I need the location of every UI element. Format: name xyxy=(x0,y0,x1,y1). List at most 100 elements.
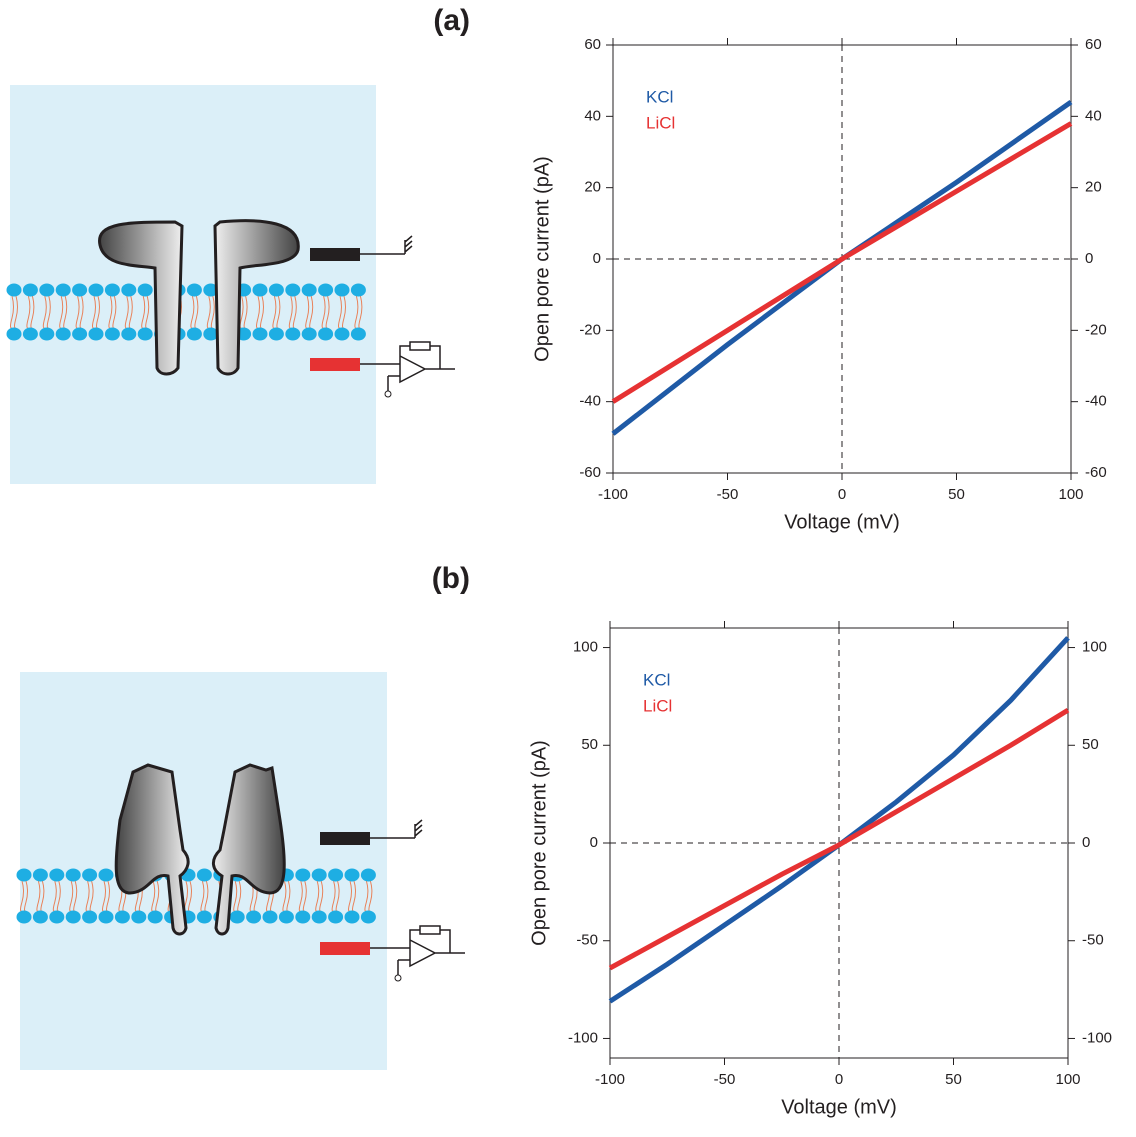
amplifier xyxy=(360,341,455,392)
lipid-head xyxy=(246,910,262,924)
lipid-head xyxy=(252,327,268,341)
y2-tick-label: 60 xyxy=(1085,36,1102,53)
lipid-head xyxy=(196,868,212,882)
lipid-head xyxy=(186,283,202,297)
legend-label: LiCl xyxy=(643,696,672,715)
lipid-tail xyxy=(59,295,68,329)
lipid-head xyxy=(32,868,48,882)
legend-label: LiCl xyxy=(646,113,675,132)
y-tick-label: -20 xyxy=(579,321,601,338)
lipid-head xyxy=(104,283,120,297)
series-line xyxy=(608,707,1070,971)
protein xyxy=(213,219,300,376)
lipid-head xyxy=(137,327,153,341)
y2-tick-label: 20 xyxy=(1085,179,1102,196)
lipid-tail xyxy=(321,295,330,329)
lipid-head xyxy=(252,283,268,297)
lipid-head xyxy=(268,283,284,297)
lipid-tail xyxy=(141,295,150,329)
lipid-head xyxy=(121,327,137,341)
lipid-head xyxy=(55,327,71,341)
lipid-head xyxy=(88,283,104,297)
lipid-tail xyxy=(108,295,117,329)
lipid-head xyxy=(318,283,334,297)
lipid-head xyxy=(360,868,376,882)
y2-tick-label: 0 xyxy=(1085,250,1093,267)
lipid-head xyxy=(344,868,360,882)
y2-tick-label: -40 xyxy=(1085,393,1107,410)
y-tick-label: 0 xyxy=(593,250,601,267)
lipid-head xyxy=(16,868,32,882)
lipid-head xyxy=(334,327,350,341)
lipid-head xyxy=(121,283,137,297)
y2-tick-label: 40 xyxy=(1085,107,1102,124)
protein xyxy=(212,763,286,936)
x-tick-label: 50 xyxy=(945,1071,962,1088)
lipid-tail xyxy=(338,295,346,329)
y2-tick-label: 0 xyxy=(1082,834,1090,851)
x-tick-label: 100 xyxy=(1058,486,1083,503)
protein xyxy=(114,763,190,936)
lipid-tail xyxy=(272,295,281,329)
ground xyxy=(370,819,423,839)
electrode xyxy=(310,248,360,261)
lipid-head xyxy=(65,910,81,924)
lipid-head xyxy=(285,283,301,297)
y2-tick-label: -60 xyxy=(1085,464,1107,481)
lipid-head xyxy=(16,910,32,924)
lipid-head xyxy=(39,327,55,341)
y2-tick-label: -20 xyxy=(1085,321,1107,338)
lipid-head xyxy=(72,283,88,297)
lipid-head xyxy=(203,327,219,341)
lipid-head xyxy=(262,910,278,924)
lipid-head xyxy=(104,327,120,341)
panel-label: (b) xyxy=(432,562,470,595)
lipid-tail xyxy=(206,295,215,329)
lipid-head xyxy=(82,910,98,924)
lipid-head xyxy=(114,910,130,924)
y-tick-label: 100 xyxy=(573,639,598,656)
lipid-tail xyxy=(354,295,363,329)
x-axis-title: Voltage (mV) xyxy=(781,1096,897,1118)
y-tick-label: 50 xyxy=(581,736,598,753)
lipid-head xyxy=(22,283,38,297)
lipid-head xyxy=(328,910,344,924)
pore-diagram-b xyxy=(16,672,465,1070)
lipid-tail xyxy=(239,295,248,329)
lipid-head xyxy=(344,910,360,924)
pore-diagram-a xyxy=(6,85,455,484)
lipid-head xyxy=(301,327,317,341)
electrode xyxy=(320,942,370,955)
x-tick-label: 0 xyxy=(838,486,846,503)
y-tick-label: -100 xyxy=(568,1029,598,1046)
y-tick-label: -50 xyxy=(576,932,598,949)
y-axis-title: Open pore current (pA) xyxy=(531,156,553,362)
lipid-head xyxy=(82,868,98,882)
lipid-head xyxy=(55,283,71,297)
lipid-tail xyxy=(305,295,314,329)
lipid-head xyxy=(32,910,48,924)
lipid-tail xyxy=(26,295,35,329)
lipid-head xyxy=(49,910,65,924)
legend-label: KCl xyxy=(643,670,670,689)
lipid-head xyxy=(350,327,366,341)
lipid-head xyxy=(65,868,81,882)
x-tick-label: 100 xyxy=(1055,1071,1080,1088)
x-tick-label: -100 xyxy=(598,486,628,503)
y-tick-label: 60 xyxy=(584,36,601,53)
lipid-head xyxy=(268,327,284,341)
lipid-head xyxy=(334,283,350,297)
x-tick-label: 0 xyxy=(835,1071,843,1088)
lipid-head xyxy=(6,283,22,297)
panel-label: (a) xyxy=(433,4,470,37)
series-line xyxy=(611,121,1073,404)
y-tick-label: 20 xyxy=(584,179,601,196)
x-tick-label: -50 xyxy=(717,486,739,503)
lipid-head xyxy=(318,327,334,341)
lipid-head xyxy=(72,327,88,341)
lipid-head xyxy=(131,910,147,924)
y-tick-label: 0 xyxy=(590,834,598,851)
lipid-tail xyxy=(256,295,264,329)
lipid-head xyxy=(311,910,327,924)
lipid-head xyxy=(295,910,311,924)
